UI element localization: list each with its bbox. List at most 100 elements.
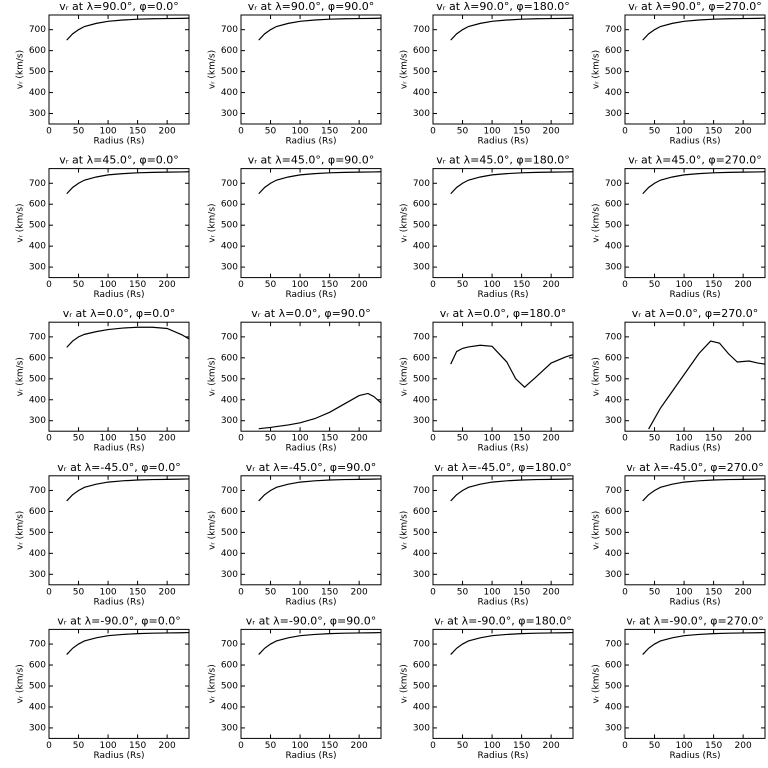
x-tick-label: 200 <box>735 741 752 751</box>
y-axis-label: vᵣ (km/s) <box>16 203 26 242</box>
y-tick-label: 600 <box>221 353 238 363</box>
x-tick-label: 200 <box>543 741 560 751</box>
chart-title: vᵣ at λ=0.0°, φ=180.0° <box>440 307 567 320</box>
x-tick-label: 100 <box>675 741 692 751</box>
y-tick-label: 300 <box>413 570 430 580</box>
x-tick-label: 200 <box>351 127 368 137</box>
x-tick-label: 150 <box>513 280 530 290</box>
plot-frame <box>432 628 574 739</box>
y-tick-label: 400 <box>29 549 46 559</box>
plot-frame <box>432 475 574 586</box>
y-tick-label: 500 <box>29 528 46 538</box>
y-tick-label: 300 <box>605 570 622 580</box>
chart-title: vᵣ at λ=-45.0°, φ=180.0° <box>434 461 572 474</box>
x-tick-label: 200 <box>159 741 176 751</box>
y-tick-label: 400 <box>605 242 622 252</box>
chart-title: vᵣ at λ=90.0°, φ=270.0° <box>628 0 762 13</box>
x-axis-label: Radius (Rs) <box>285 444 336 454</box>
y-tick-label: 300 <box>29 109 46 119</box>
chart-title: vᵣ at λ=-45.0°, φ=270.0° <box>626 461 764 474</box>
y-tick-label: 700 <box>605 25 622 35</box>
plot-frame <box>48 168 190 279</box>
y-tick-label: 400 <box>605 88 622 98</box>
y-tick-label: 400 <box>413 242 430 252</box>
x-tick-label: 150 <box>321 127 338 137</box>
x-axis-label: Radius (Rs) <box>93 444 144 454</box>
y-tick-label: 600 <box>29 200 46 210</box>
y-tick-label: 400 <box>29 395 46 405</box>
data-line <box>258 631 382 655</box>
y-tick-label: 600 <box>413 507 430 517</box>
y-tick-label: 300 <box>605 723 622 733</box>
y-axis-label: vᵣ (km/s) <box>208 357 218 396</box>
y-tick-label: 600 <box>605 661 622 671</box>
y-tick-label: 700 <box>605 332 622 342</box>
x-tick-label: 0 <box>622 434 628 444</box>
y-tick-label: 300 <box>413 723 430 733</box>
x-tick-label: 100 <box>99 741 116 751</box>
y-tick-label: 700 <box>29 486 46 496</box>
x-tick-label: 100 <box>675 434 692 444</box>
y-axis-label: vᵣ (km/s) <box>16 664 26 703</box>
chart-title: vᵣ at λ=90.0°, φ=0.0° <box>59 0 179 13</box>
y-tick-label: 500 <box>221 528 238 538</box>
y-tick-label: 500 <box>605 221 622 231</box>
plot-frame <box>48 475 190 586</box>
x-tick-label: 150 <box>321 587 338 597</box>
y-tick-label: 400 <box>221 549 238 559</box>
y-tick-label: 300 <box>413 263 430 273</box>
y-tick-label: 600 <box>413 46 430 56</box>
plot-frame <box>240 14 382 125</box>
plot-frame <box>624 168 766 279</box>
x-tick-label: 150 <box>705 127 722 137</box>
x-tick-label: 100 <box>291 741 308 751</box>
chart-title: vᵣ at λ=45.0°, φ=180.0° <box>436 154 570 167</box>
y-tick-label: 400 <box>221 88 238 98</box>
y-tick-label: 500 <box>29 221 46 231</box>
x-tick-label: 50 <box>649 741 661 751</box>
plot-frame <box>624 14 766 125</box>
y-tick-label: 300 <box>221 570 238 580</box>
x-tick-label: 150 <box>129 127 146 137</box>
y-tick-label: 500 <box>221 681 238 691</box>
x-tick-label: 200 <box>543 587 560 597</box>
plot-frame <box>432 321 574 432</box>
x-tick-label: 200 <box>159 280 176 290</box>
x-tick-label: 0 <box>238 127 244 137</box>
chart-title: vᵣ at λ=0.0°, φ=270.0° <box>632 307 759 320</box>
x-axis-label: Radius (Rs) <box>285 597 336 607</box>
x-tick-label: 50 <box>457 741 469 751</box>
data-line <box>66 17 190 41</box>
y-tick-label: 700 <box>29 25 46 35</box>
y-tick-label: 300 <box>221 723 238 733</box>
chart-title: vᵣ at λ=45.0°, φ=270.0° <box>628 154 762 167</box>
y-axis-label: vᵣ (km/s) <box>208 664 218 703</box>
y-tick-label: 700 <box>221 640 238 650</box>
y-tick-label: 600 <box>605 507 622 517</box>
x-tick-label: 0 <box>430 434 436 444</box>
x-tick-label: 150 <box>129 280 146 290</box>
chart-title: vᵣ at λ=-90.0°, φ=90.0° <box>246 614 377 627</box>
x-tick-label: 0 <box>46 434 52 444</box>
x-axis-label: Radius (Rs) <box>285 751 336 761</box>
x-tick-label: 0 <box>430 587 436 597</box>
y-tick-label: 600 <box>413 353 430 363</box>
x-tick-label: 50 <box>265 280 277 290</box>
x-tick-label: 150 <box>513 587 530 597</box>
y-axis-label: vᵣ (km/s) <box>400 511 410 550</box>
x-tick-label: 200 <box>735 280 752 290</box>
y-tick-label: 600 <box>221 507 238 517</box>
y-tick-label: 400 <box>221 395 238 405</box>
y-tick-label: 500 <box>605 374 622 384</box>
y-tick-label: 500 <box>413 221 430 231</box>
x-tick-label: 150 <box>129 741 146 751</box>
data-line <box>258 392 382 430</box>
plot-frame <box>48 628 190 739</box>
y-tick-label: 500 <box>221 221 238 231</box>
y-tick-label: 500 <box>413 374 430 384</box>
chart-title: vᵣ at λ=-90.0°, φ=0.0° <box>57 614 181 627</box>
chart-title: vᵣ at λ=90.0°, φ=90.0° <box>248 0 375 13</box>
x-tick-label: 50 <box>265 741 277 751</box>
x-tick-label: 50 <box>73 434 85 444</box>
